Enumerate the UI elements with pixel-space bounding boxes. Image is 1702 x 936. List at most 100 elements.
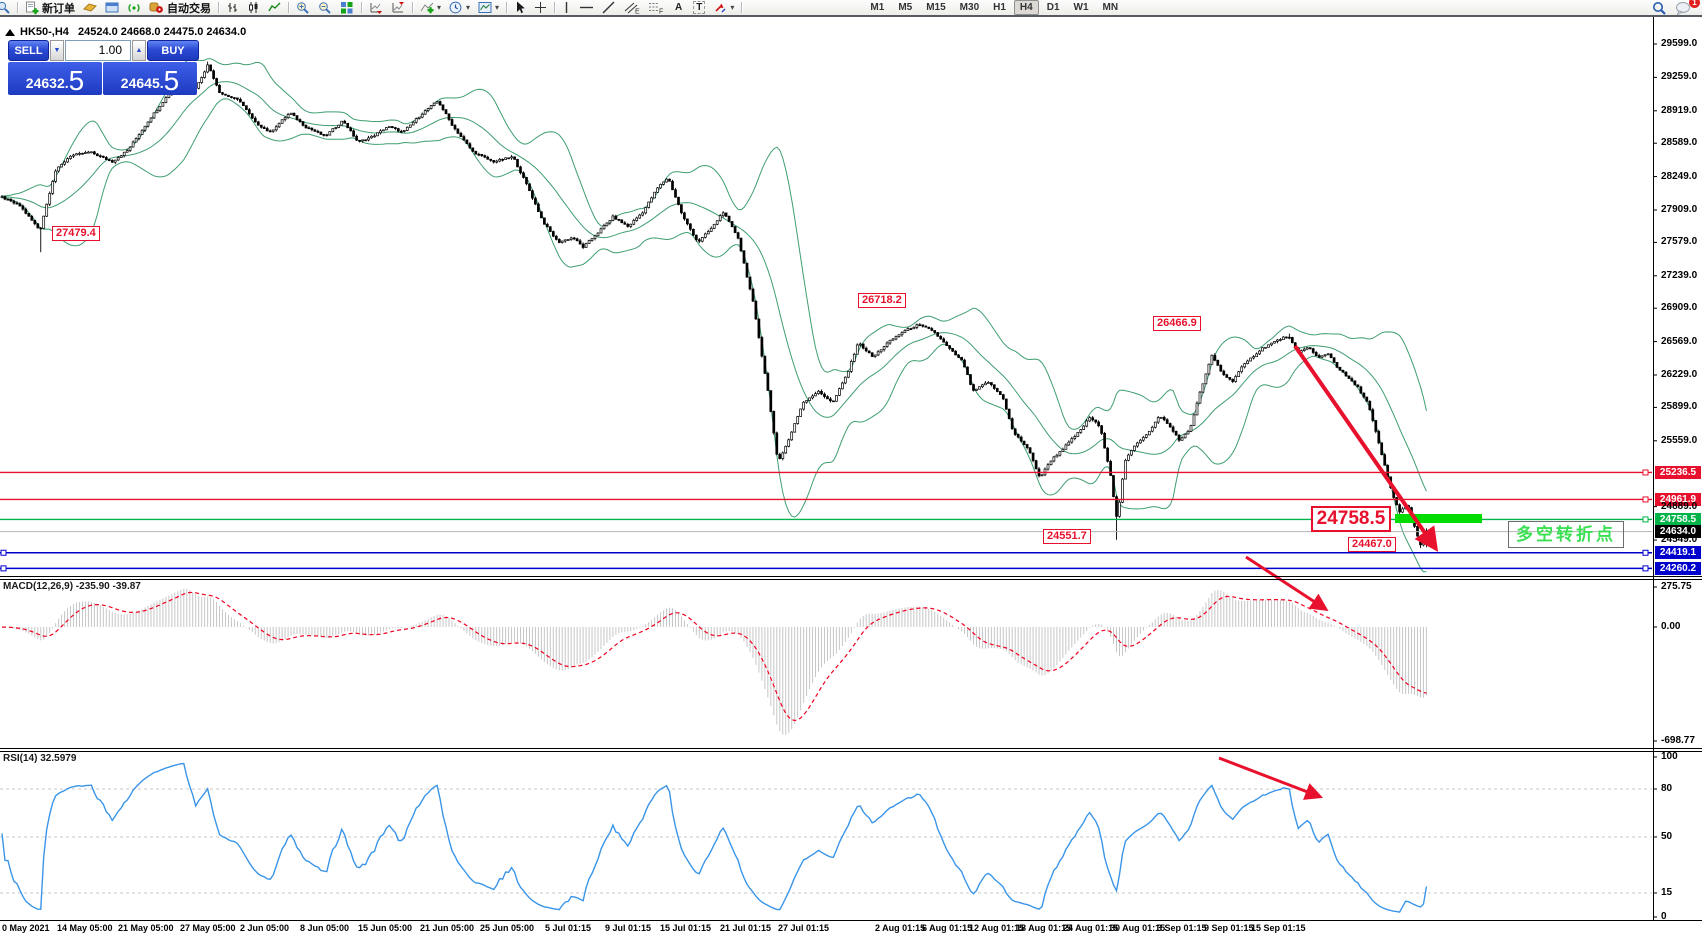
volume-up-button[interactable]: ▲ — [132, 40, 146, 61]
pane-separator[interactable] — [0, 748, 1702, 749]
timeframe-h4[interactable]: H4 — [1013, 0, 1039, 15]
buy-price-display[interactable]: 24645. 5 — [103, 62, 197, 95]
templates-button[interactable]: ▾ — [474, 0, 503, 15]
timeframe-m1[interactable]: M1 — [870, 2, 885, 13]
hline-icon — [580, 6, 594, 9]
rsi-line — [1, 762, 1428, 913]
key-level-label[interactable]: 24758.5 — [1311, 506, 1391, 532]
divider — [741, 2, 743, 13]
new-order-button[interactable]: 新订单 — [21, 0, 79, 15]
candlesticks — [0, 61, 1428, 549]
chevron-down-icon: ▾ — [730, 2, 735, 12]
price-axis-line[interactable] — [1653, 17, 1654, 920]
market-watch-button[interactable] — [101, 0, 123, 15]
auto-scroll-button[interactable] — [365, 0, 387, 15]
time-axis-line[interactable] — [0, 920, 1702, 921]
timeframe-group: M1 M5 M15 M30 H1 H4 D1 W1 MN — [863, 0, 1125, 15]
text-tool[interactable]: A — [668, 0, 689, 15]
chat-button[interactable]: 1 — [1671, 0, 1700, 15]
divider — [554, 2, 556, 13]
cursor-icon — [517, 1, 525, 14]
buy-button[interactable]: BUY — [147, 40, 199, 61]
search-button[interactable] — [1648, 0, 1671, 15]
macd-signal-line — [2, 591, 1427, 722]
sell-price-main: 24632. — [25, 75, 69, 91]
equidistant-channel-tool[interactable]: E — [620, 0, 644, 15]
cursor-tool-button[interactable] — [510, 0, 530, 15]
candlestick-icon — [249, 2, 258, 13]
window-icon — [105, 2, 119, 13]
trend-arrow-1[interactable] — [1293, 344, 1439, 552]
trend-arrow-2[interactable] — [1245, 555, 1329, 611]
candlestick-button[interactable] — [243, 0, 264, 15]
crosshair-tool-button[interactable] — [530, 0, 551, 15]
timeframe-m30[interactable]: M30 — [959, 2, 980, 13]
timeframe-m5[interactable]: M5 — [898, 2, 913, 13]
divider — [218, 2, 219, 13]
text-a-icon: A — [675, 2, 683, 13]
timeframe-mn[interactable]: MN — [1102, 2, 1119, 13]
timeframe-w1[interactable]: W1 — [1073, 2, 1089, 13]
pane-separator[interactable] — [0, 579, 1702, 580]
line-chart-icon — [268, 2, 281, 12]
symbol-timeframe: HK50-,H4 — [20, 26, 69, 38]
auto-trading-button[interactable]: 自动交易 — [145, 0, 215, 15]
collapse-panel-icon[interactable] — [5, 29, 15, 36]
tile-windows-button[interactable] — [336, 0, 358, 15]
chevron-down-icon: ▾ — [437, 2, 442, 12]
periods-button[interactable]: ▾ — [445, 0, 474, 15]
arrows-tool[interactable]: ▾ — [709, 0, 738, 15]
indicators-button[interactable]: ▾ — [416, 0, 445, 15]
chevron-down-icon: ▾ — [466, 2, 471, 12]
pane-separator[interactable] — [0, 576, 1702, 577]
auto-scroll-icon — [370, 3, 382, 14]
macd-histogram — [4, 588, 1427, 735]
clipped-icon[interactable] — [0, 0, 14, 15]
horizontal-line-tool[interactable] — [575, 0, 598, 15]
sell-price-pip: 5 — [68, 65, 85, 97]
vline-icon — [565, 2, 568, 13]
bollinger-upper — [1, 58, 1427, 430]
bollinger-lower — [1, 98, 1427, 573]
trend-arrow-3[interactable] — [1218, 756, 1324, 800]
fibonacci-tool[interactable]: F — [644, 0, 668, 15]
sell-button[interactable]: SELL — [8, 40, 49, 61]
search-icon — [1653, 1, 1666, 15]
zoom-out-icon — [319, 2, 331, 14]
volume-down-button[interactable]: ▼ — [50, 40, 64, 61]
channel-icon: E — [624, 2, 640, 15]
text-label-tool[interactable]: T — [689, 0, 709, 15]
main-toolbar: 新订单 自动交易 ▾ ▾ ▾ — [0, 0, 1702, 17]
zoom-in-button[interactable] — [292, 0, 314, 15]
divider — [506, 2, 508, 13]
trendline-tool[interactable] — [598, 0, 620, 15]
timeframe-d1[interactable]: D1 — [1046, 2, 1060, 13]
svg-text:E: E — [635, 9, 640, 15]
zoom-out-button[interactable] — [314, 0, 336, 15]
pane-separator[interactable] — [0, 751, 1702, 752]
vertical-line-tool[interactable] — [558, 0, 575, 15]
timeframe-h1[interactable]: H1 — [993, 2, 1006, 13]
crosshair-icon — [535, 2, 547, 13]
trendline-icon — [602, 1, 615, 14]
new-order-icon — [26, 1, 39, 14]
sell-price-display[interactable]: 24632. 5 — [8, 62, 102, 95]
chart-shift-button[interactable] — [387, 0, 409, 15]
volume-input[interactable]: 1.00 — [65, 40, 131, 61]
buy-price-pip: 5 — [163, 65, 180, 97]
highlight-zone[interactable] — [1395, 514, 1482, 523]
template-icon — [478, 2, 492, 13]
signal-button[interactable] — [123, 0, 145, 15]
line-chart-button[interactable] — [264, 0, 285, 15]
bar-chart-icon — [228, 3, 237, 12]
notification-badge: 1 — [1689, 0, 1700, 8]
turning-point-note[interactable]: 多空转折点 — [1508, 521, 1624, 548]
divider — [361, 2, 362, 13]
bar-chart-button[interactable] — [222, 0, 243, 15]
new-chart-button[interactable] — [79, 0, 101, 15]
chart-title: HK50-,H4 24524.0 24668.0 24475.0 24634.0 — [20, 26, 246, 38]
timeframe-m15[interactable]: M15 — [926, 2, 946, 13]
clock-icon — [449, 1, 462, 14]
zoom-in-icon — [297, 2, 309, 14]
